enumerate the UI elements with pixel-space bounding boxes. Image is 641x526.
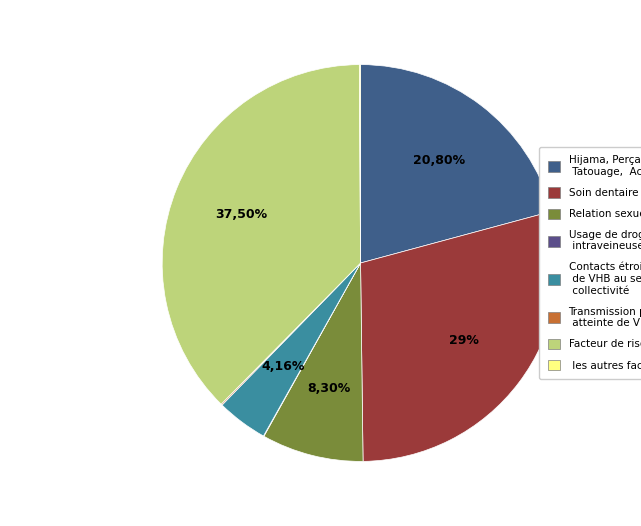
Wedge shape (360, 211, 559, 461)
Text: 8,30%: 8,30% (307, 381, 351, 394)
Text: 29%: 29% (449, 334, 478, 347)
Wedge shape (360, 65, 552, 263)
Wedge shape (263, 263, 360, 436)
Wedge shape (162, 65, 360, 404)
Text: 37,50%: 37,50% (215, 208, 267, 221)
Wedge shape (264, 263, 363, 461)
Text: 4,16%: 4,16% (262, 360, 305, 373)
Text: 20,80%: 20,80% (413, 154, 465, 167)
Legend: Hijama, Perçage corporel,
 Tatouage,  Acuponcture, Soin dentaire informel, Relat: Hijama, Perçage corporel, Tatouage, Acup… (539, 147, 641, 379)
Wedge shape (222, 263, 360, 436)
Wedge shape (221, 263, 360, 405)
